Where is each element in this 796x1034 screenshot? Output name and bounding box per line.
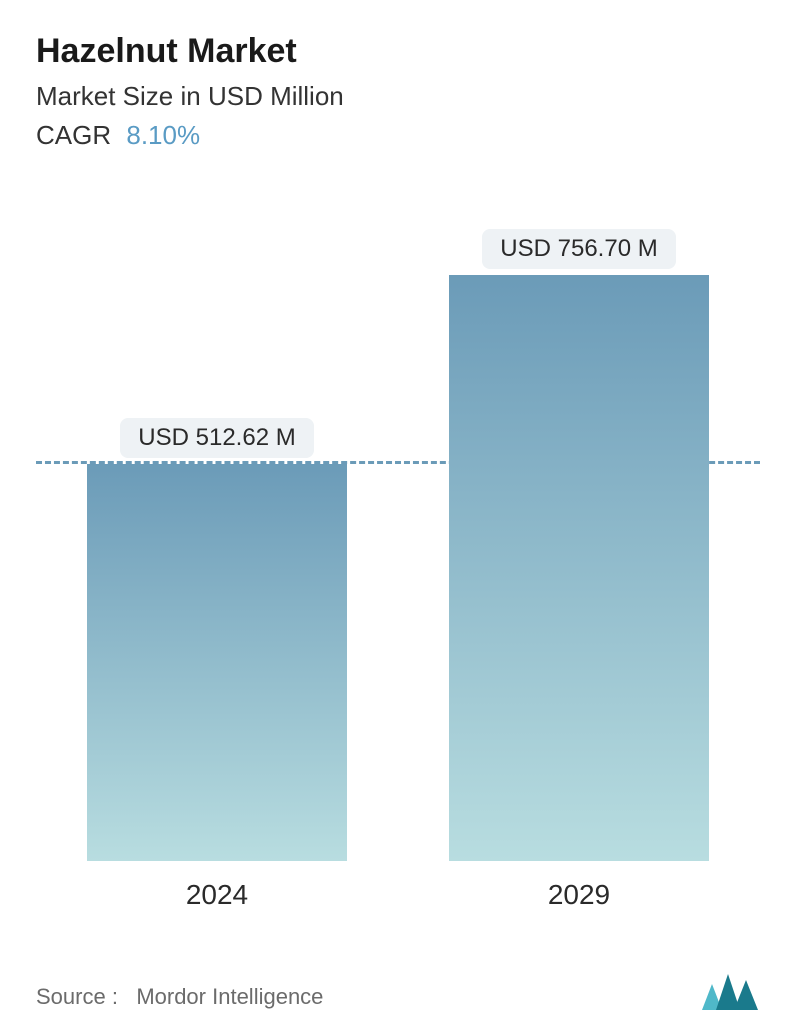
chart-area: USD 512.62 M USD 756.70 M 2024 2029 — [36, 191, 760, 911]
value-badge: USD 756.70 M — [482, 229, 675, 269]
x-axis-labels: 2024 2029 — [36, 879, 760, 911]
cagr-value: 8.10% — [126, 120, 200, 150]
x-axis-label: 2024 — [67, 879, 367, 911]
source-label: Source : — [36, 984, 118, 1009]
bar-group: USD 512.62 M — [67, 418, 367, 861]
bar-group: USD 756.70 M — [429, 229, 729, 861]
chart-title: Hazelnut Market — [36, 32, 760, 71]
value-badge: USD 512.62 M — [120, 418, 313, 458]
chart-subtitle: Market Size in USD Million — [36, 81, 760, 112]
cagr-row: CAGR 8.10% — [36, 120, 760, 151]
bar — [87, 464, 347, 861]
x-axis-label: 2029 — [429, 879, 729, 911]
cagr-label: CAGR — [36, 120, 111, 150]
bar — [449, 275, 709, 861]
brand-logo — [702, 974, 760, 1010]
source-name: Mordor Intelligence — [136, 984, 323, 1009]
chart-header: Hazelnut Market Market Size in USD Milli… — [36, 32, 760, 151]
chart-footer: Source : Mordor Intelligence — [36, 974, 760, 1010]
bars-container: USD 512.62 M USD 756.70 M — [36, 191, 760, 861]
source-text: Source : Mordor Intelligence — [36, 984, 323, 1010]
logo-icon — [702, 974, 760, 1010]
